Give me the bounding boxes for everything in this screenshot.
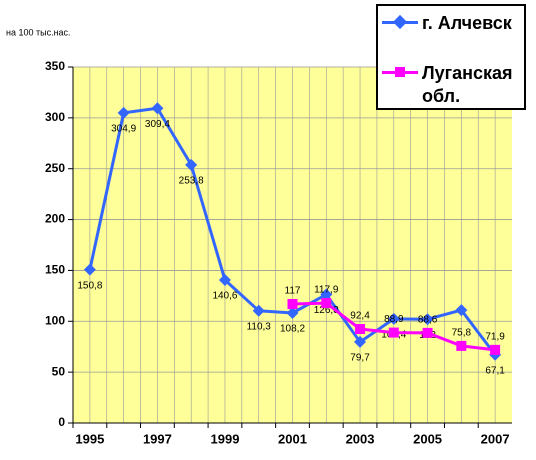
y-tick-label: 200: [45, 212, 65, 226]
data-label: 88,6: [418, 315, 438, 326]
marker: [151, 102, 164, 115]
data-label: 79,7: [350, 353, 370, 364]
marker: [387, 312, 400, 325]
unit-label: на 100 тыс.нас.: [6, 27, 71, 37]
marker: [455, 304, 468, 317]
data-label: 304,9: [111, 124, 136, 135]
y-tick-label: 100: [45, 313, 65, 327]
marker: [117, 106, 130, 119]
x-tick-label: 2001: [278, 431, 307, 446]
x-tick-label: 1997: [143, 431, 172, 446]
marker: [287, 298, 298, 309]
marker: [422, 327, 433, 338]
legend-swatch: [382, 12, 418, 32]
marker: [218, 273, 231, 286]
legend-swatch: [382, 62, 418, 82]
marker: [490, 344, 501, 355]
marker: [83, 263, 96, 276]
legend-label: Луганская обл.: [422, 63, 513, 106]
y-tick-label: 150: [45, 263, 65, 277]
x-tick-label: 1995: [75, 431, 104, 446]
y-tick-label: 0: [58, 415, 65, 429]
legend-entry: г. Алчевск: [382, 12, 522, 35]
marker: [185, 158, 198, 171]
data-label: 150,8: [77, 280, 102, 291]
data-label: 140,6: [212, 291, 237, 302]
data-label: 71,9: [485, 332, 505, 343]
marker: [421, 313, 434, 326]
data-label: 67,1: [485, 365, 505, 376]
marker: [354, 335, 367, 348]
marker: [321, 298, 332, 309]
x-tick-label: 2007: [481, 431, 510, 446]
data-label: 88,9: [384, 314, 404, 325]
marker: [355, 324, 366, 335]
data-label: 253,8: [179, 175, 204, 186]
data-label: 92,4: [350, 311, 370, 322]
data-label: 110,3: [247, 321, 272, 332]
y-tick-label: 250: [45, 161, 65, 175]
y-tick-label: 50: [52, 364, 66, 378]
marker: [286, 306, 299, 319]
x-tick-label: 2005: [413, 431, 442, 446]
x-tick-label: 1999: [211, 431, 240, 446]
x-tick-label: 2003: [346, 431, 375, 446]
data-label: 75,8: [452, 328, 472, 339]
y-tick-label: 300: [45, 110, 65, 124]
legend-entry: Луганская обл.: [382, 62, 522, 108]
data-label: 108,2: [280, 324, 305, 335]
marker: [388, 327, 399, 338]
legend: г. Алчевск Луганская обл.: [376, 4, 526, 110]
data-label: 117,9: [314, 285, 339, 296]
y-tick-label: 350: [45, 59, 65, 73]
data-label: 126,3: [314, 305, 339, 316]
marker: [456, 340, 467, 351]
data-label: 309,4: [145, 119, 170, 130]
legend-label: г. Алчевск: [422, 13, 512, 33]
marker: [252, 304, 265, 317]
marker: [320, 288, 333, 301]
data-label: 117: [285, 286, 301, 297]
